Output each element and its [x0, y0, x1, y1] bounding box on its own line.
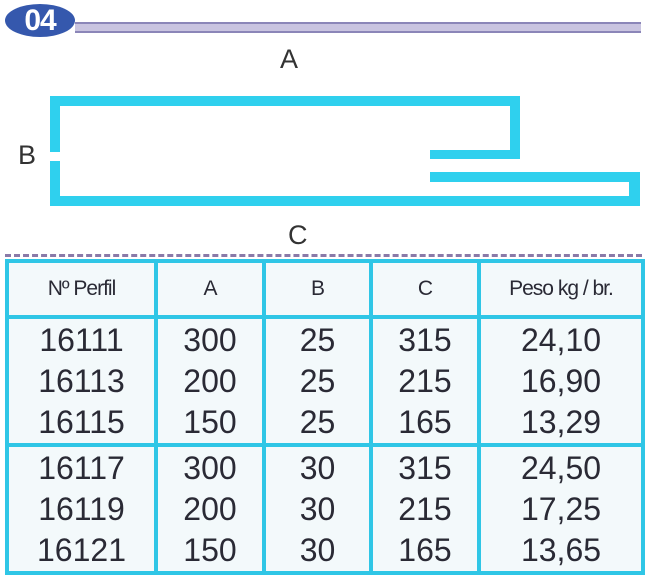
weight-value: 17,25: [477, 488, 645, 530]
dimension-label-b: B: [18, 140, 37, 170]
a-value: 300: [154, 317, 266, 361]
profile-top-flange: [50, 96, 520, 106]
a-value: 150: [154, 529, 266, 573]
profile-bottom-return: [629, 172, 640, 206]
b-value: 25: [262, 317, 373, 361]
table-row: 16117 300 30 315 24,50: [5, 442, 645, 489]
header-c: C: [369, 261, 481, 319]
profile-number: 16117: [5, 442, 158, 489]
header-rule: [75, 22, 641, 33]
c-value: 315: [369, 317, 481, 361]
table-row: 16113 200 25 215 16,90: [5, 360, 645, 402]
header-a: A: [154, 261, 266, 319]
dimension-label-a: A: [280, 44, 299, 74]
weight-value: 13,29: [477, 401, 645, 445]
weight-value: 24,50: [477, 442, 645, 489]
profile-bottom-lip: [430, 172, 640, 182]
header-b: B: [262, 261, 373, 319]
dimension-label-c: C: [288, 220, 308, 250]
profile-number: 16121: [5, 529, 158, 573]
c-value: 215: [369, 360, 481, 402]
weight-value: 16,90: [477, 360, 645, 402]
table-row: 16119 200 30 215 17,25: [5, 488, 645, 530]
profile-table: Nº Perfil A B C Peso kg / br. 16111 300 25…: [5, 259, 645, 575]
header-profile-number: Nº Perfil: [5, 261, 158, 319]
profile-number: 16113: [5, 360, 158, 402]
profile-number: 16115: [5, 401, 158, 445]
a-value: 150: [154, 401, 266, 445]
c-value: 315: [369, 442, 481, 489]
a-value: 200: [154, 360, 266, 402]
c-value: 215: [369, 488, 481, 530]
b-value: 30: [262, 488, 373, 530]
profile-bottom-flange: [50, 196, 640, 206]
divider: [5, 254, 642, 257]
c-value: 165: [369, 529, 481, 573]
table-row: 16115 150 25 165 13,29: [5, 401, 645, 445]
b-value: 30: [262, 442, 373, 489]
section-number-badge: 04: [5, 4, 75, 37]
table-row: 16121 150 30 165 13,65: [5, 529, 645, 573]
weight-value: 24,10: [477, 317, 645, 361]
profile-top-return: [510, 96, 520, 159]
profile-number: 16119: [5, 488, 158, 530]
profile-web-lower: [50, 161, 60, 206]
c-value: 165: [369, 401, 481, 445]
weight-value: 13,65: [477, 529, 645, 573]
a-value: 300: [154, 442, 266, 489]
b-value: 25: [262, 401, 373, 445]
profile-web-upper: [50, 96, 60, 152]
table-row: 16111 300 25 315 24,10: [5, 317, 645, 361]
b-value: 30: [262, 529, 373, 573]
profile-number: 16111: [5, 317, 158, 361]
table-header-row: Nº Perfil A B C Peso kg / br.: [5, 261, 645, 319]
a-value: 200: [154, 488, 266, 530]
profile-top-lip: [430, 150, 520, 159]
b-value: 25: [262, 360, 373, 402]
header-weight: Peso kg / br.: [477, 261, 645, 319]
